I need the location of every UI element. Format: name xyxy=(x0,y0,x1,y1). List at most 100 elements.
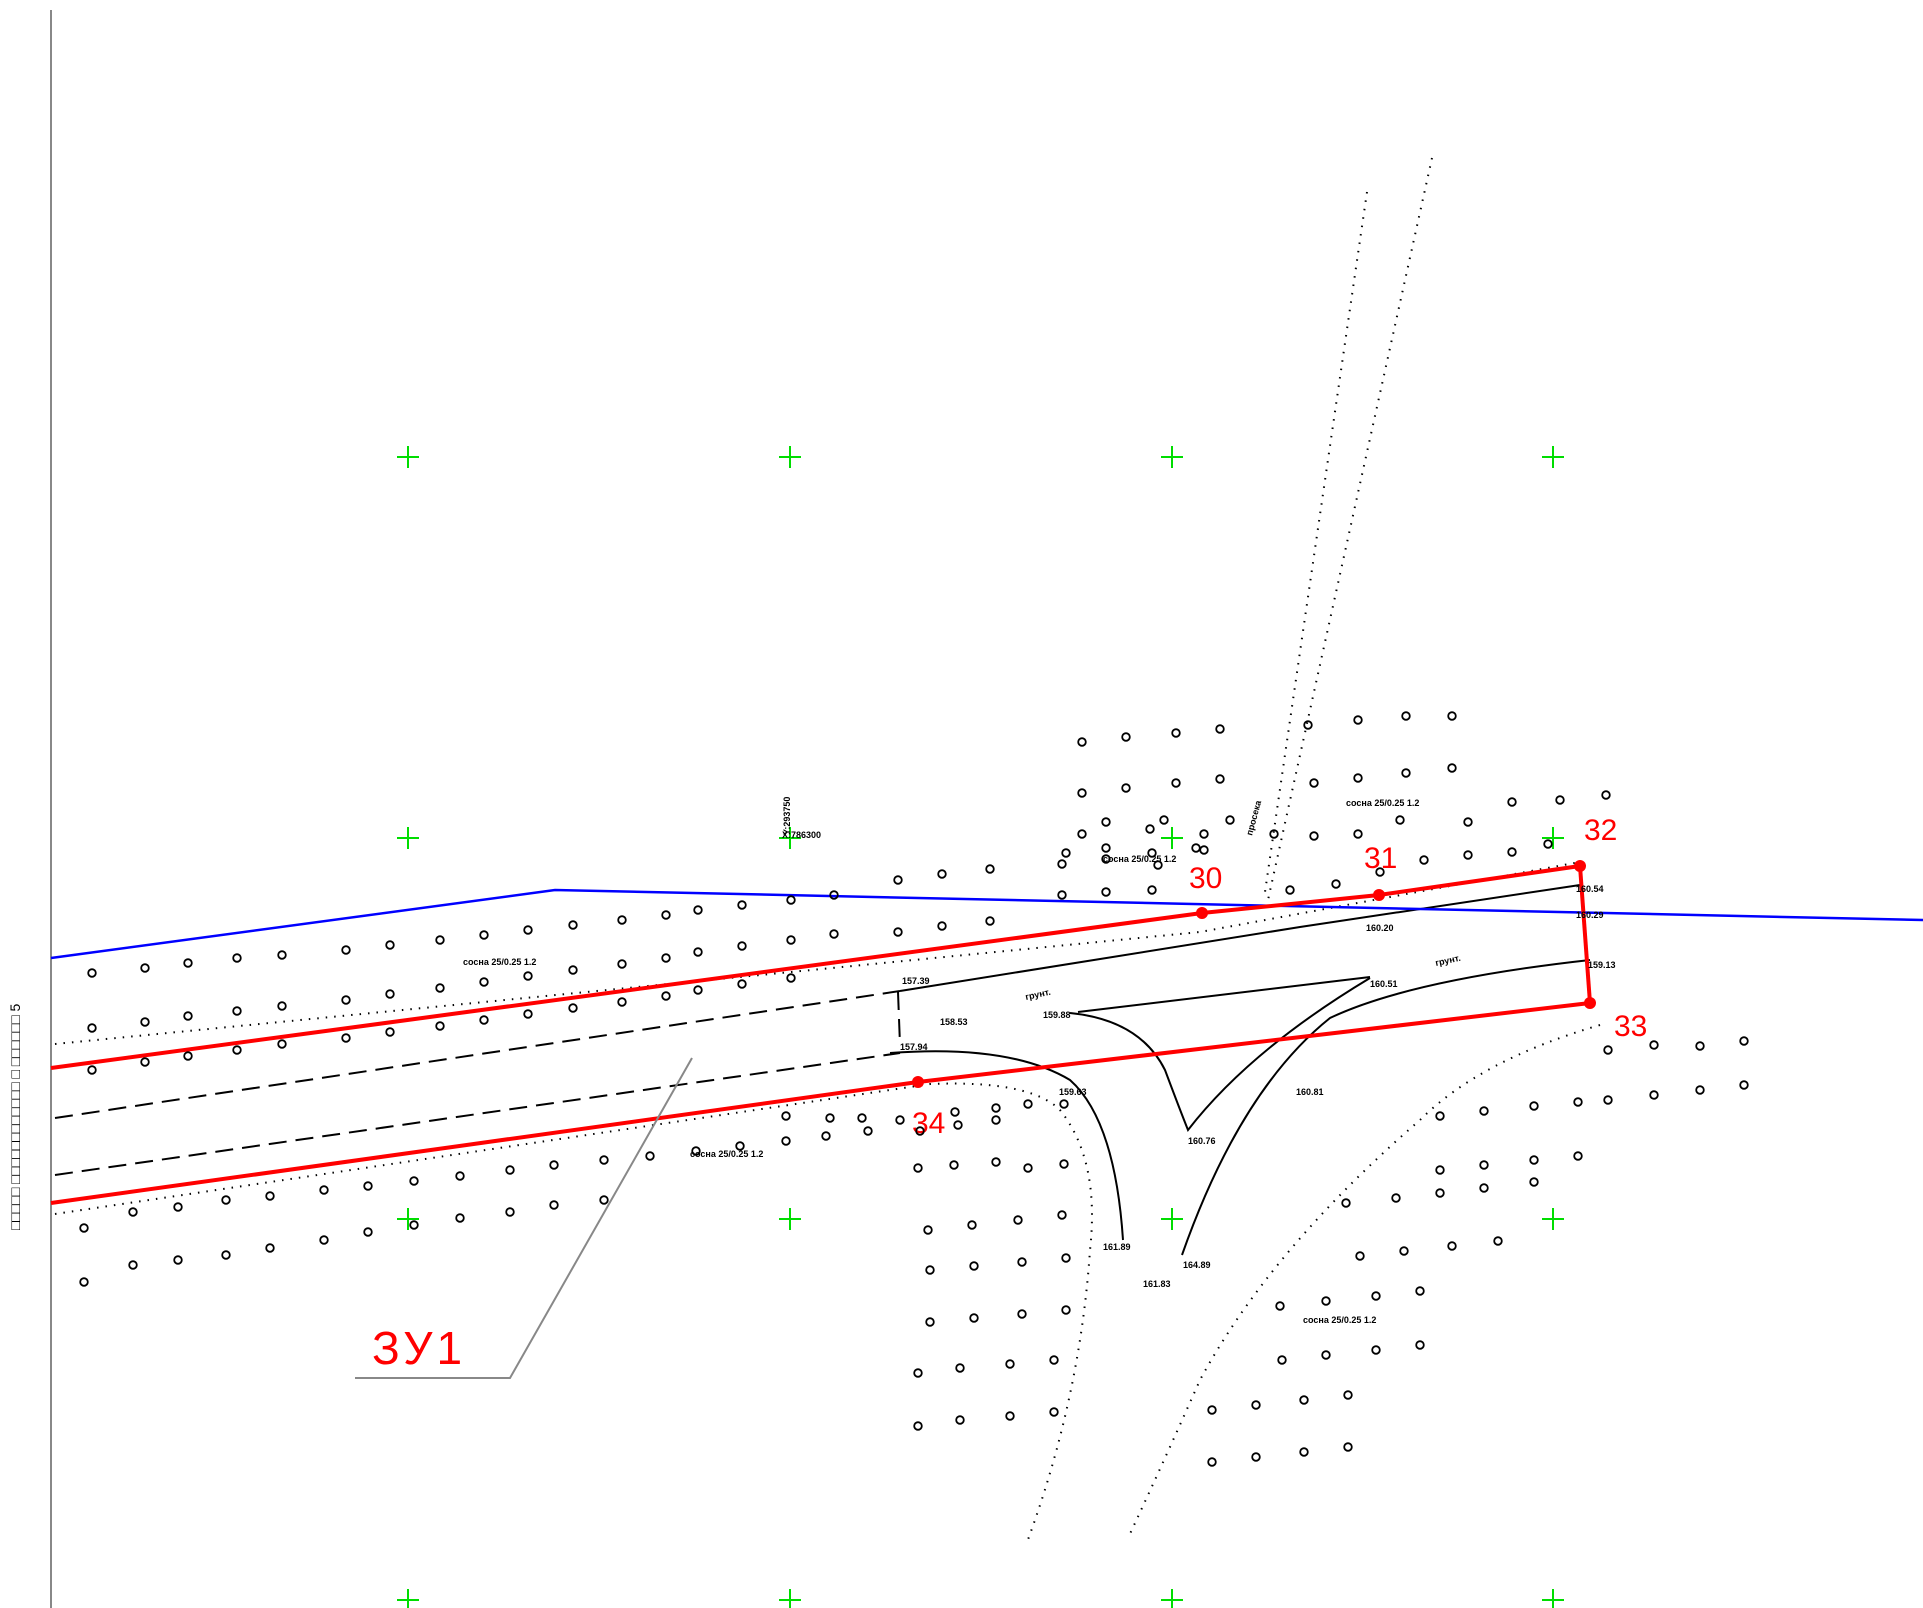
boundary-lines xyxy=(50,864,1592,1205)
tree-icon xyxy=(1493,1236,1503,1246)
tree-icon xyxy=(455,1213,465,1223)
tree-icon xyxy=(1299,1395,1309,1405)
terrain-label: грунт. xyxy=(1024,987,1051,1002)
boundary-point-34[interactable] xyxy=(912,1076,924,1088)
tree-icon xyxy=(1145,824,1155,834)
tree-icon xyxy=(1371,1345,1381,1355)
tree-icon xyxy=(1415,1340,1425,1350)
tree-icon xyxy=(385,1027,395,1037)
tree-icon xyxy=(1049,1355,1059,1365)
tree-icon xyxy=(1057,890,1067,900)
tree-icon xyxy=(140,1017,150,1027)
tree-icon xyxy=(87,1065,97,1075)
forest-edge-bottom-dotted xyxy=(54,1082,1093,1546)
relief-line-3 xyxy=(889,1050,1124,1241)
tree-icon xyxy=(1543,839,1553,849)
tree-icon xyxy=(925,1265,935,1275)
tree-icon xyxy=(1225,815,1235,825)
tree-icon xyxy=(1199,829,1209,839)
tree-icon xyxy=(1447,763,1457,773)
elevation-label: 160.20 xyxy=(1366,923,1394,933)
tree-icon xyxy=(1695,1041,1705,1051)
elevation-label: 160.81 xyxy=(1296,1087,1324,1097)
boundary-point-30[interactable] xyxy=(1196,907,1208,919)
tree-icon xyxy=(1147,848,1157,858)
tree-icon xyxy=(863,1126,873,1136)
blue-line xyxy=(50,888,1923,960)
tree-icon xyxy=(617,959,627,969)
boundary-point-31[interactable] xyxy=(1373,889,1385,901)
elevation-label: 157.39 xyxy=(902,976,930,986)
tree-icon xyxy=(319,1185,329,1195)
tree-icon xyxy=(568,920,578,930)
forest-label: сосна 25/0.25 1.2 xyxy=(1346,798,1419,808)
tree-icon xyxy=(1573,1151,1583,1161)
tree-icon xyxy=(140,963,150,973)
tree-icon xyxy=(1101,887,1111,897)
tree-icon xyxy=(893,927,903,937)
tree-icon xyxy=(1331,879,1341,889)
boundary-point-32[interactable] xyxy=(1574,860,1586,872)
boundary-point-33[interactable] xyxy=(1584,997,1596,1009)
tree-icon xyxy=(568,1003,578,1013)
tree-icon xyxy=(821,1131,831,1141)
tree-icon xyxy=(1529,1177,1539,1187)
tree-icon xyxy=(781,1111,791,1121)
tree-icon xyxy=(1101,817,1111,827)
tree-icon xyxy=(1077,829,1087,839)
forest-edge-top-dotted xyxy=(54,861,1581,1045)
tree-icon xyxy=(1199,845,1209,855)
tree-icon xyxy=(949,1160,959,1170)
tree-icon xyxy=(479,930,489,940)
tree-icon xyxy=(505,1207,515,1217)
tree-icon xyxy=(1463,850,1473,860)
point-label-33: 33 xyxy=(1614,1010,1647,1043)
tree-icon xyxy=(1309,778,1319,788)
tree-icon xyxy=(232,1006,242,1016)
tree-icon xyxy=(140,1057,150,1067)
tree-icon xyxy=(955,1363,965,1373)
tree-icon xyxy=(409,1176,419,1186)
tree-icon xyxy=(1121,732,1131,742)
elevation-label: 159.13 xyxy=(1588,960,1616,970)
tree-icon xyxy=(895,1115,905,1125)
tree-icon xyxy=(173,1202,183,1212)
tree-icon xyxy=(1061,1253,1071,1263)
tree-icon xyxy=(1057,859,1067,869)
tree-icon xyxy=(265,1243,275,1253)
tree-icon xyxy=(385,940,395,950)
tree-icon xyxy=(1435,1111,1445,1121)
tree-icon xyxy=(385,989,395,999)
tree-icon xyxy=(1121,783,1131,793)
tree-icon xyxy=(1013,1215,1023,1225)
tree-icon xyxy=(435,1021,445,1031)
tree-icon xyxy=(599,1155,609,1165)
tree-icon xyxy=(1343,1390,1353,1400)
tree-icon xyxy=(1321,1350,1331,1360)
tree-icon xyxy=(925,1317,935,1327)
tree-icon xyxy=(435,935,445,945)
tree-icon xyxy=(1555,795,1565,805)
tree-icon xyxy=(549,1200,559,1210)
tree-icon xyxy=(87,1023,97,1033)
forest-label: сосна 25/0.25 1.2 xyxy=(463,957,536,967)
tree-icon xyxy=(829,890,839,900)
elevation-label: 160.76 xyxy=(1188,1136,1216,1146)
tree-icon xyxy=(617,997,627,1007)
tree-icon xyxy=(1049,1407,1059,1417)
tree-icon xyxy=(1401,711,1411,721)
tree-icon xyxy=(1059,1099,1069,1109)
tree-icon xyxy=(1023,1163,1033,1173)
tree-icon xyxy=(173,1255,183,1265)
tree-icon xyxy=(319,1235,329,1245)
clearing-dotted-line-1 xyxy=(1267,157,1433,901)
tree-icon xyxy=(341,945,351,955)
tree-icon xyxy=(1419,855,1429,865)
tree-icon xyxy=(1061,1305,1071,1315)
elevation-label: 164.89 xyxy=(1183,1260,1211,1270)
tree-icon xyxy=(479,1015,489,1025)
boundary-points xyxy=(912,860,1596,1088)
tree-icon xyxy=(79,1223,89,1233)
forest-edge-right-dotted xyxy=(1127,1024,1601,1539)
boundary-east xyxy=(1578,865,1592,1004)
